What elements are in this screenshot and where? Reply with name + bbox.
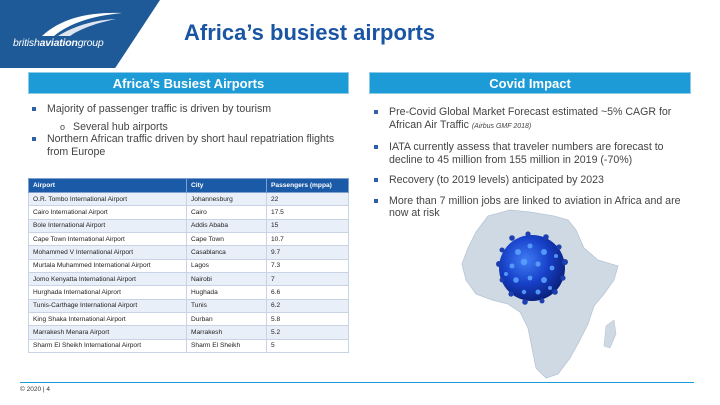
column-header-airport: Airport xyxy=(28,178,187,193)
passengers-cell: 6.6 xyxy=(266,285,349,300)
passengers-cell: 10.7 xyxy=(266,232,349,247)
slide-title: Africa’s busiest airports xyxy=(184,20,436,45)
left-bullet-1: Majority of passenger traffic is driven … xyxy=(32,103,347,116)
airport-cell: King Shaka International Airport xyxy=(28,312,187,327)
brand-logo-tab: britishaviationgroup xyxy=(0,0,160,68)
right-bullet-2: IATA currently assess that traveler numb… xyxy=(374,141,694,166)
table-row: Sharm El Sheikh International Airport Sha… xyxy=(28,338,349,354)
table-row: O.R. Tombo International Airport Johannes… xyxy=(28,191,349,207)
city-cell: Nairobi xyxy=(186,272,267,287)
source-note: (Airbus GMF 2018) xyxy=(471,122,532,130)
passengers-cell: 5 xyxy=(266,338,349,354)
square-bullet-icon xyxy=(374,110,378,114)
passengers-cell: 9.7 xyxy=(266,245,349,260)
brand-name: britishaviationgroup xyxy=(13,37,104,49)
square-bullet-icon xyxy=(374,198,378,203)
airport-cell: Mohammed V International Airport xyxy=(28,245,187,260)
left-bullet-2: Northern African traffic driven by short… xyxy=(32,133,347,158)
city-cell: Casablanca xyxy=(186,245,267,260)
right-bullet-1: Pre-Covid Global Market Forecast estimat… xyxy=(374,106,694,133)
table-row: Cape Town International Airport Cape Town… xyxy=(28,232,349,247)
right-bullet-3: Recovery (to 2019 levels) anticipated by… xyxy=(374,174,694,187)
table-row: King Shaka International Airport Durban 5.… xyxy=(28,312,349,327)
table-row: Bole International Airport Addis Ababa 15 xyxy=(28,218,349,234)
left-sub-bullet: o Several hub airports xyxy=(60,120,168,133)
coronavirus-image xyxy=(496,231,568,305)
right-bullet-list: Pre-Covid Global Market Forecast estimat… xyxy=(374,106,694,220)
airport-cell: Marrakesh Menara Airport xyxy=(28,325,187,340)
city-cell: Cairo xyxy=(186,205,267,220)
passengers-cell: 7 xyxy=(266,272,349,287)
city-cell: Durban xyxy=(186,312,267,327)
swoosh-logo-icon xyxy=(42,12,122,36)
table-row: Cairo International Airport Cairo 17.5 xyxy=(28,205,349,220)
city-cell: Lagos xyxy=(186,258,267,274)
airport-cell: Sharm El Sheikh International Airport xyxy=(28,338,187,354)
left-panel-header: Africa’s Busiest Airports xyxy=(28,72,349,94)
airport-cell: O.R. Tombo International Airport xyxy=(28,191,187,207)
africa-map-image xyxy=(461,209,619,379)
right-bullet-4: More than 7 million jobs are linked to a… xyxy=(374,195,694,220)
table-header-row: Airport City Passengers (mppa) xyxy=(28,178,349,193)
airport-cell: Tunis-Carthage International Airport xyxy=(28,298,187,314)
airport-cell: Cape Town International Airport xyxy=(28,232,187,247)
city-cell: Addis Ababa xyxy=(186,218,267,234)
table-row: Jomo Kenyatta International Airport Nairo… xyxy=(28,272,349,287)
airport-cell: Hurghada International Aiprort xyxy=(28,285,187,300)
passengers-cell: 22 xyxy=(266,191,349,207)
column-header-passengers: Passengers (mppa) xyxy=(266,178,349,193)
airports-table: Airport City Passengers (mppa) O.R. Tomb… xyxy=(28,178,349,354)
city-cell: Sharm El Sheikh xyxy=(186,338,267,354)
footer-divider xyxy=(20,382,694,383)
square-bullet-icon xyxy=(32,107,36,111)
airport-cell: Bole International Airport xyxy=(28,218,187,234)
passengers-cell: 15 xyxy=(266,218,349,234)
city-cell: Johannesburg xyxy=(186,191,267,207)
city-cell: Tunis xyxy=(186,298,267,314)
passengers-cell: 6.2 xyxy=(266,298,349,314)
table-row: Murtala Muhammed International Airport La… xyxy=(28,258,349,274)
passengers-cell: 7.3 xyxy=(266,258,349,274)
table-row: Hurghada International Aiprort Hughada 6.6 xyxy=(28,285,349,300)
table-row: Tunis-Carthage International Airport Tuni… xyxy=(28,298,349,314)
column-header-city: City xyxy=(186,178,267,193)
airport-cell: Cairo International Airport xyxy=(28,205,187,220)
table-row: Mohammed V International Airport Casablan… xyxy=(28,245,349,260)
city-cell: Marrakesh xyxy=(186,325,267,340)
right-panel-header: Covid Impact xyxy=(369,72,691,94)
square-bullet-icon xyxy=(374,145,378,149)
left-bullet-list: Majority of passenger traffic is driven … xyxy=(32,103,347,158)
city-cell: Hughada xyxy=(186,285,267,300)
circle-bullet-icon: o xyxy=(60,121,66,132)
city-cell: Cape Town xyxy=(186,232,267,247)
table-row: Marrakesh Menara Airport Marrakesh 5.2 xyxy=(28,325,349,340)
footer-copyright: © 2020 | 4 xyxy=(20,386,50,393)
square-bullet-icon xyxy=(374,178,378,182)
square-bullet-icon xyxy=(32,137,36,141)
passengers-cell: 17.5 xyxy=(266,205,349,220)
airport-cell: Murtala Muhammed International Airport xyxy=(28,258,187,274)
passengers-cell: 5.2 xyxy=(266,325,349,340)
passengers-cell: 5.8 xyxy=(266,312,349,327)
airport-cell: Jomo Kenyatta International Airport xyxy=(28,272,187,287)
